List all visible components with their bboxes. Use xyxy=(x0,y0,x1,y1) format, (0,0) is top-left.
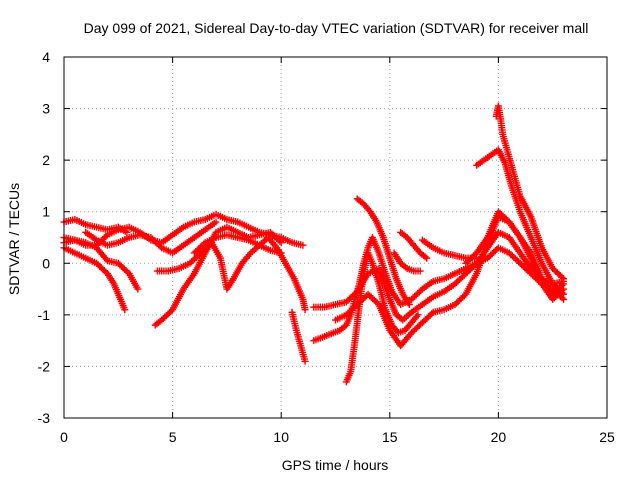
data-point xyxy=(414,311,422,319)
data-point xyxy=(121,306,129,314)
x-tick-label: 25 xyxy=(599,429,615,445)
plot-frame xyxy=(63,56,608,419)
y-tick-label: -3 xyxy=(38,410,51,426)
y-tick-label: 1 xyxy=(42,204,50,220)
data-point xyxy=(277,239,285,247)
data-series xyxy=(60,102,568,386)
series-track-5 xyxy=(82,218,220,257)
x-tick-label: 20 xyxy=(491,429,507,445)
data-point xyxy=(299,241,307,249)
series-track-14 xyxy=(353,195,413,309)
data-point xyxy=(200,240,208,248)
series-track-20 xyxy=(462,208,568,298)
series-track-9 xyxy=(288,308,309,365)
data-point xyxy=(560,280,568,288)
y-axis-label: SDTVAR / TECUs xyxy=(6,183,22,295)
y-tick-label: 0 xyxy=(42,255,50,271)
x-tick-label: 0 xyxy=(60,429,68,445)
x-tick-label: 15 xyxy=(382,429,398,445)
series-track-15 xyxy=(397,228,431,262)
series-track-18 xyxy=(473,146,568,298)
series-track-16 xyxy=(390,249,424,275)
x-axis-label: GPS time / hours xyxy=(282,457,389,473)
data-point xyxy=(558,281,566,289)
chart-title: Day 099 of 2021, Sidereal Day-to-day VTE… xyxy=(84,20,589,36)
data-point xyxy=(413,312,421,320)
data-point xyxy=(402,263,410,271)
data-point xyxy=(276,237,284,245)
data-point xyxy=(301,357,309,365)
data-point xyxy=(416,267,424,275)
series-track-8 xyxy=(190,231,285,257)
y-tick-label: 4 xyxy=(42,49,50,65)
data-point xyxy=(156,242,164,250)
data-point xyxy=(134,285,142,293)
data-point xyxy=(405,301,413,309)
data-point xyxy=(102,232,110,240)
data-point xyxy=(558,289,566,297)
data-point xyxy=(301,306,309,314)
series-track-13 xyxy=(342,249,422,386)
series-track-17 xyxy=(418,236,481,262)
y-tick-label: 2 xyxy=(42,152,50,168)
data-point xyxy=(560,290,568,298)
series-track-19 xyxy=(492,102,568,283)
data-point xyxy=(423,254,431,262)
data-point xyxy=(421,253,429,261)
data-point xyxy=(277,249,285,257)
y-tick-label: -2 xyxy=(38,358,51,374)
x-tick-label: 5 xyxy=(169,429,177,445)
series-track-4 xyxy=(60,236,142,293)
data-point xyxy=(428,310,436,318)
axes: 0 5 10 15 20 25 -3 -2 -1 0 1 2 3 4 xyxy=(38,49,615,445)
data-point xyxy=(102,255,110,263)
x-tick-label: 10 xyxy=(273,429,289,445)
y-tick-label: -1 xyxy=(38,307,51,323)
y-tick-label: 3 xyxy=(42,101,50,117)
data-point xyxy=(212,218,220,226)
series-track-3 xyxy=(60,244,129,314)
data-point xyxy=(558,273,566,281)
